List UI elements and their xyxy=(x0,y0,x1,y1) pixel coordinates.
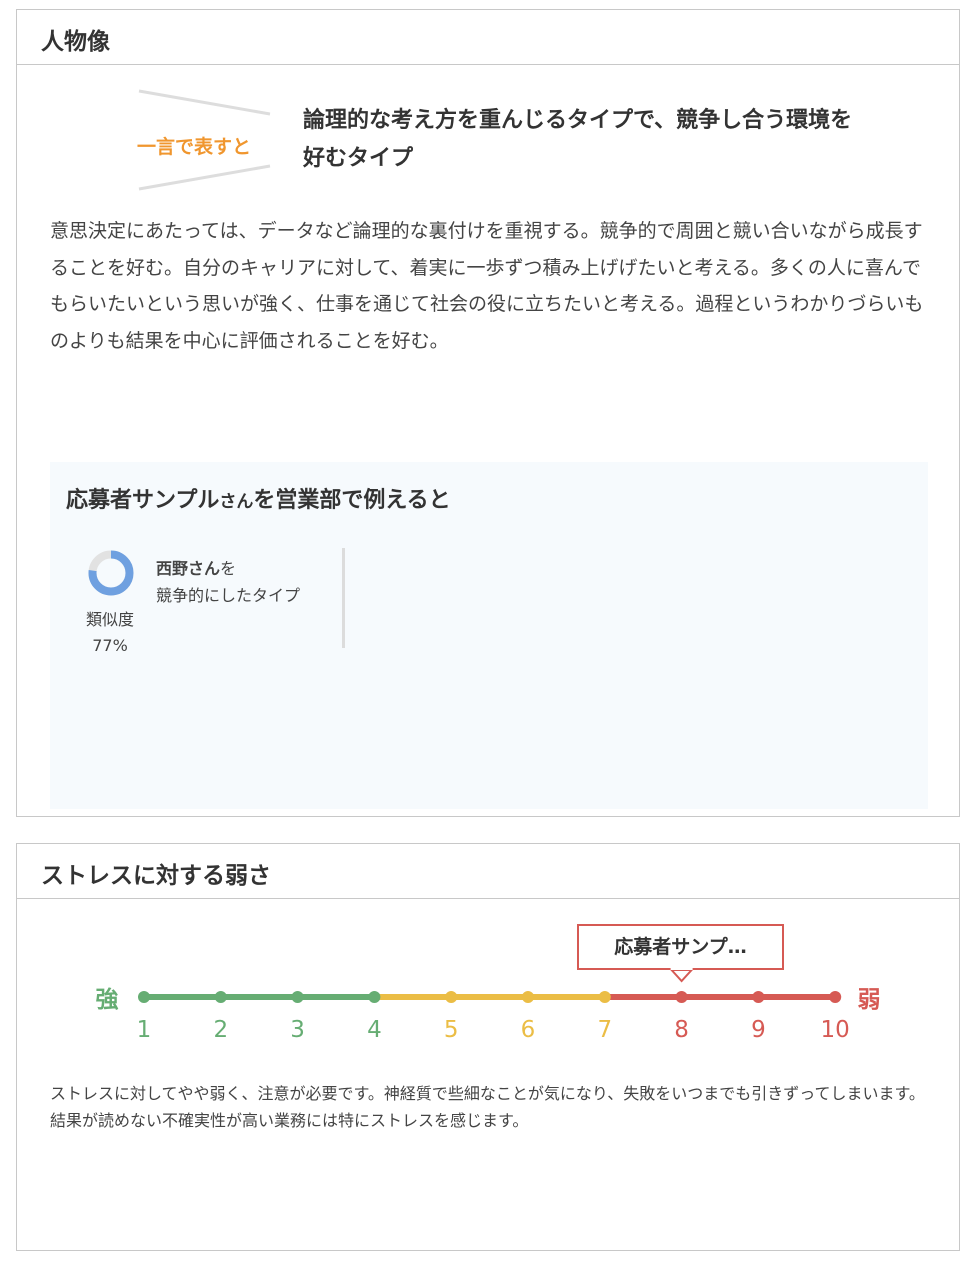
scale-tick-label: 10 xyxy=(821,1017,850,1043)
scale-dot xyxy=(598,991,611,1003)
scale-dot xyxy=(214,991,227,1003)
example-title-rest: を営業部で例えると xyxy=(253,488,451,513)
person-suffix: を xyxy=(220,559,237,578)
example-title: 応募者サンプルさんを営業部で例えると xyxy=(66,482,451,514)
persona-title: 人物像 xyxy=(17,10,959,65)
applicant-marker: 応募者サンプ… xyxy=(577,924,784,970)
stress-card: ストレスに対する弱さ 応募者サンプ… 1 2 3 4 5 6 7 8 9 10 強 弱 ストレスに対し… xyxy=(16,843,960,1251)
persona-description: 意思決定にあたっては、データなど論理的な裏付けを重視する。競争的で周囲と競い合い… xyxy=(50,220,924,352)
person-type: 競争的にしたタイプ xyxy=(156,586,301,605)
scale-tick-label: 1 xyxy=(137,1017,152,1043)
scale-tick-label: 8 xyxy=(674,1017,689,1043)
scale-dot xyxy=(291,991,304,1003)
scale-tick-label: 6 xyxy=(521,1017,536,1043)
scale-tick-label: 4 xyxy=(367,1017,382,1043)
honorific: さん xyxy=(219,492,254,512)
scale-tick-label: 5 xyxy=(444,1017,459,1043)
scale-tick-label: 2 xyxy=(213,1017,228,1043)
similarity-value: 77% xyxy=(92,636,128,655)
scale-dot xyxy=(829,991,842,1003)
headline: 論理的な考え方を重んじるタイプで、競争し合う環境を好むタイプ xyxy=(303,108,853,171)
example-person: 西野さんを 競争的にしたタイプ xyxy=(156,555,300,609)
divider xyxy=(342,548,345,648)
marker-pointer xyxy=(669,969,694,983)
stress-description: ストレスに対してやや弱く、注意が必要です。神経質で些細なことが気になり、失敗をい… xyxy=(50,1084,925,1130)
scale-dot xyxy=(752,991,765,1003)
scale-dot xyxy=(138,991,150,1003)
stress-title: ストレスに対する弱さ xyxy=(17,844,959,899)
similarity: 類似度 77% xyxy=(80,607,140,659)
scale-tick-label: 3 xyxy=(290,1017,305,1043)
scale-dot xyxy=(675,991,688,1003)
tagline: 一言で表すと xyxy=(137,136,252,158)
example-panel: 応募者サンプルさんを営業部で例えると 類似度 77% 西野さんを 競争的にしたタ… xyxy=(50,462,928,809)
similarity-label: 類似度 xyxy=(85,610,134,629)
person-name: 西野さん xyxy=(156,559,221,578)
scale-tick-label: 7 xyxy=(597,1017,612,1043)
marker-pointer-mask xyxy=(670,967,693,970)
stress-scale: 1 2 3 4 5 6 7 8 9 10 強 弱 xyxy=(96,967,881,1043)
weak-label: 弱 xyxy=(858,987,881,1013)
scale-tick-label: 9 xyxy=(751,1017,766,1043)
tagline-decoration xyxy=(138,89,271,191)
scale-dot xyxy=(368,991,381,1003)
applicant-name: 応募者サンプル xyxy=(66,488,220,513)
similarity-donut xyxy=(88,550,134,596)
strong-label: 強 xyxy=(96,987,119,1013)
scale-dot xyxy=(445,991,458,1003)
donut-value-arc xyxy=(88,550,134,596)
persona-card: 人物像 一言で表すと 論理的な考え方を重んじるタイプで、競争し合う環境を好むタイ… xyxy=(16,9,960,817)
scale-dot xyxy=(522,991,534,1003)
